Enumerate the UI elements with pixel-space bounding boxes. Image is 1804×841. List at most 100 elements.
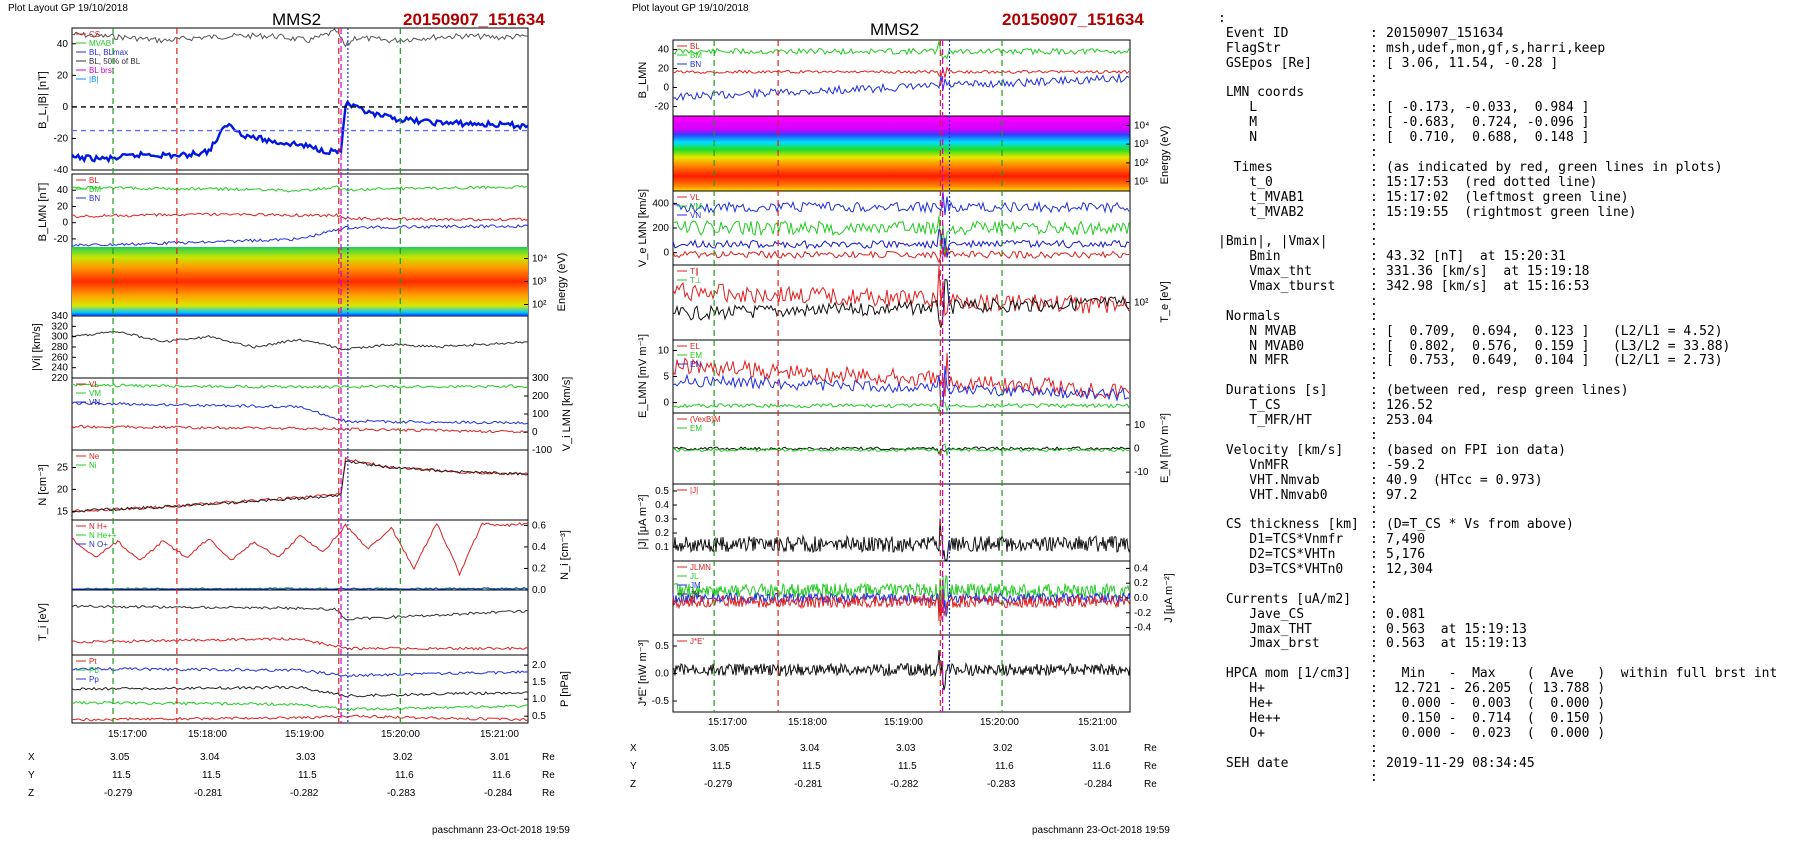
series-line <box>672 446 1130 455</box>
summary-value: 97.2 <box>1386 487 1418 503</box>
summary-row: N MVAB0: [ 0.802, 0.576, 0.159 ] (L3/L2 =… <box>1218 338 1777 355</box>
y-tick-label: 340 <box>51 311 68 322</box>
y-tick-label: 0.0 <box>655 669 669 680</box>
summary-key: t_0 <box>1218 174 1273 190</box>
y-tick-label: 1.0 <box>532 694 546 705</box>
summary-key <box>1218 220 1370 235</box>
summary-row: L: [ -0.173, -0.033, 0.984 ] <box>1218 100 1777 116</box>
summary-row: Jmax_THT:0.563 at 15:19:13 <box>1218 621 1777 638</box>
pos-y-unit: Re <box>1144 761 1157 772</box>
summary-row: : <box>1218 220 1777 235</box>
y-tick-label: 300 <box>532 373 549 384</box>
y-tick-label: 10² <box>532 300 547 311</box>
legend-label: BL, 50% of BL <box>89 57 141 66</box>
event-summary-text: : Event ID:20150907_151634 FlagStr: msh,u… <box>1218 11 1778 786</box>
y-tick-label: 0.0 <box>1134 593 1148 604</box>
summary-sep: : <box>1370 457 1378 473</box>
summary-sep: : <box>1370 398 1378 414</box>
summary-sep: : <box>1370 561 1378 577</box>
panel-vilmn <box>71 377 529 451</box>
series-line <box>71 212 529 222</box>
ylabel-vi: |Vi| [km/s] <box>31 323 43 371</box>
y-tick-label: 0.0 <box>532 585 546 596</box>
summary-row: Durations [s]: (between red, resp green l… <box>1218 383 1777 399</box>
y-tick-label: 0.2 <box>532 563 546 574</box>
summary-sep: : <box>1370 323 1378 339</box>
summary-sep: : <box>1370 279 1378 295</box>
legend-label: JN <box>690 590 700 599</box>
summary-row: M: [ -0.683, 0.724, -0.096 ] <box>1218 115 1777 131</box>
y-tick-label: 0.6 <box>532 520 546 531</box>
summary-row: He++: 0.150 - 0.714 ( 0.150 ) <box>1218 710 1777 727</box>
summary-value: [ -0.173, -0.033, 0.984 ] <box>1386 100 1590 116</box>
summary-key: N MVAB0 <box>1218 338 1305 354</box>
summary-row: : <box>1218 427 1777 444</box>
summary-key: Bmin <box>1218 249 1281 265</box>
summary-key <box>1218 652 1370 667</box>
summary-row: SEH date:2019-11-29 08:34:45 <box>1218 755 1777 772</box>
electron-energy-spectrogram <box>672 115 1131 192</box>
summary-value: [ -0.683, 0.724, -0.096 ] <box>1386 115 1590 131</box>
summary-sep: : <box>1370 427 1378 443</box>
pos-z-5: -0.284 <box>484 788 513 799</box>
pos-label-z: Z <box>28 788 34 799</box>
y-tick-label: 10⁴ <box>532 254 547 265</box>
summary-sep: : <box>1370 368 1378 384</box>
left-sc-title: MMS2 <box>272 10 321 29</box>
summary-sep: : <box>1370 606 1378 622</box>
summary-sep: : <box>1370 40 1378 56</box>
mid-footer: paschmann 23-Oct-2018 19:59 <box>1032 825 1170 836</box>
summary-key <box>1218 771 1370 786</box>
summary-sep: : <box>1370 621 1378 637</box>
pos-label-x: X <box>28 752 35 763</box>
ylabel-em: E_M [mV m⁻²] <box>1159 413 1171 483</box>
summary-sep: : <box>1370 174 1378 190</box>
summary-value: 126.52 <box>1386 398 1433 414</box>
legend-label: BM <box>89 185 101 194</box>
y-tick-label: 0.2 <box>655 528 669 539</box>
summary-value: (between red, resp green lines) <box>1386 383 1629 399</box>
y-tick-label: 40 <box>57 185 69 196</box>
y-tick-label: 10 <box>1134 420 1146 431</box>
ylabel-n: N [cm⁻³] <box>37 464 49 505</box>
mid-time-tick-2: 15:18:00 <box>788 717 827 728</box>
legend-label: VN <box>89 398 100 407</box>
y-tick-label: 0 <box>532 427 538 438</box>
summary-row: |Bmin|, |Vmax|: <box>1218 234 1777 250</box>
legend-label: J*E' <box>690 637 704 646</box>
pos-z-unit: Re <box>1144 779 1157 790</box>
series-line <box>672 589 1131 617</box>
legend-label: |J| <box>690 486 698 495</box>
y-tick-label: 260 <box>51 352 68 363</box>
summary-sep: : <box>1370 70 1378 86</box>
series-line <box>672 246 1130 264</box>
y-tick-label: 0.2 <box>1134 578 1148 589</box>
series-line <box>672 649 1131 691</box>
summary-value: 12.721 - 26.205 ( 13.788 ) <box>1386 681 1606 697</box>
summary-sep: : <box>1370 249 1378 265</box>
left-footer: paschmann 23-Oct-2018 19:59 <box>432 825 570 836</box>
series-line <box>72 586 529 590</box>
ylabel-bl: B_L,|B| [nT] <box>37 71 49 129</box>
y-tick-label: 10 <box>658 345 670 356</box>
summary-sep: : <box>1370 353 1378 369</box>
left-time-tick-2: 15:18:00 <box>188 729 227 740</box>
panel-ti <box>71 589 529 656</box>
pos-x-1: 3.05 <box>110 752 130 763</box>
mid-header: Plot layout GP 19/10/2018 <box>632 3 749 14</box>
pos-z-5: -0.284 <box>1084 779 1113 790</box>
summary-value: (based on FPI ion data) <box>1386 442 1567 458</box>
pos-x-unit: Re <box>542 752 555 763</box>
summary-row: HPCA mom [1/cm3]: Min - Max ( Ave ) with… <box>1218 666 1778 682</box>
y-tick-label: 200 <box>652 223 669 234</box>
summary-key: H+ <box>1218 681 1265 697</box>
summary-key: SEH date <box>1218 755 1289 771</box>
series-line <box>71 700 529 712</box>
pos-x-3: 3.03 <box>896 743 916 754</box>
summary-row: Normals: <box>1218 309 1777 325</box>
left-figure: Plot Layout GP 19/10/2018 MMS2 20150907_… <box>8 3 573 836</box>
summary-key: VHT.Nmvab <box>1218 472 1320 488</box>
series-line <box>672 215 1130 256</box>
summary-sep: : <box>1370 710 1378 726</box>
summary-row: t_0:15:17:53 (red dotted line) <box>1218 174 1777 191</box>
